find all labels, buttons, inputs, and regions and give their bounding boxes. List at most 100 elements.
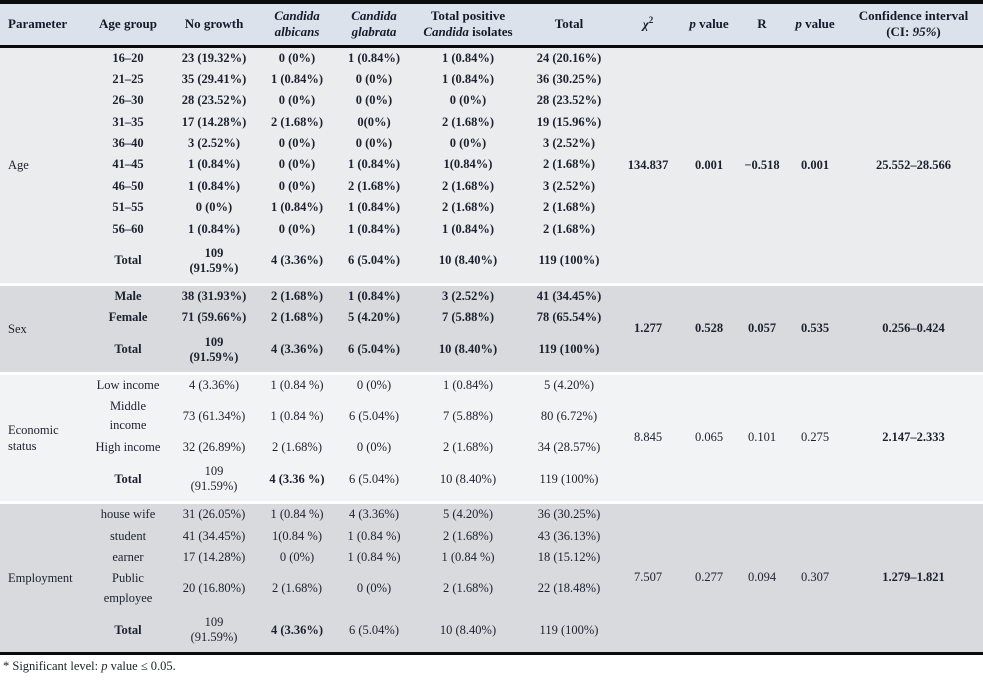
table-row: Sex Male 38 (31.93%) 2 (1.68%) 1 (0.84%) 3 (2… (0, 282, 983, 374)
value-cell: 109 (91.59%) (189, 245, 239, 275)
value-cell: 17 (14.28%) (182, 549, 246, 564)
p-value-1: 0.001 (694, 157, 724, 172)
value-cell: 4 (3.36%) (168, 371, 260, 396)
value-cell: 24 (20.16%) (536, 50, 602, 65)
value-cell: 0 (0%) (355, 93, 393, 108)
row-label: Total (114, 471, 142, 486)
value-cell: 0 (0%) (195, 200, 233, 215)
value-cell: 0 (0%) (278, 178, 316, 193)
value-cell: 6 (5.04%) (349, 408, 399, 423)
value-cell: 1(0.84 %) (272, 528, 322, 543)
value-cell: 5 (4.20%) (414, 501, 522, 526)
p-value-2: 0.001 (800, 157, 830, 172)
row-label: Public employee (103, 571, 153, 605)
value-cell: 2 (1.68%) (542, 157, 596, 172)
p-value-1: 0.277 (680, 501, 738, 654)
value-cell: 1 (0.84%) (270, 200, 324, 215)
value-cell: 109 (91.59%) (190, 464, 238, 494)
r-value: 0.057 (738, 282, 786, 374)
row-label: Total (114, 622, 142, 637)
value-cell: 6 (5.04%) (347, 342, 401, 357)
value-cell: 2 (1.68%) (542, 221, 596, 236)
value-cell: 0 (0%) (279, 549, 315, 564)
value-cell: 6 (5.04%) (349, 471, 399, 486)
r-value: 0.094 (738, 501, 786, 654)
value-cell: 5 (4.20%) (522, 371, 616, 396)
value-cell: 0 (0%) (278, 50, 316, 65)
value-cell: 2 (1.68%) (441, 200, 495, 215)
value-cell: 0 (0%) (278, 136, 316, 150)
value-cell: 0 (0%) (355, 71, 393, 86)
p-value-2: 0.535 (786, 282, 844, 374)
col-header-total-positive: Total positive Candida isolates (414, 2, 522, 48)
confidence-interval: 2.147–2.333 (844, 371, 983, 503)
value-cell: 10 (8.40%) (439, 471, 497, 486)
value-cell: 7 (5.88%) (443, 408, 493, 423)
value-cell: 2 (1.68%) (270, 114, 324, 129)
value-cell: 2 (1.68%) (443, 439, 493, 454)
value-cell: 22 (18.48%) (537, 580, 601, 595)
table-row: Economic status Low income 4 (3.36%) 1 (0.84… (0, 371, 983, 503)
value-cell: 10 (8.40%) (438, 253, 498, 268)
confidence-interval: 1.279–1.821 (844, 501, 983, 654)
value-cell: 2 (1.68%) (270, 310, 324, 325)
col-header-no-growth: No growth (168, 2, 260, 48)
value-cell: 2 (1.68%) (443, 580, 493, 595)
row-label: 56–60 (112, 221, 144, 236)
row-label: earner (112, 549, 144, 564)
chi-square-value: 134.837 (627, 157, 669, 172)
value-cell: 1 (0.84 %) (260, 501, 334, 526)
value-cell: 0 (0%) (355, 136, 393, 150)
col-header-confidence-interval: Confidence interval (CI: 95%) (844, 2, 983, 48)
value-cell: 1 (0.84 %) (347, 549, 401, 564)
value-cell: 2 (1.68%) (260, 282, 334, 308)
parameter-sex: Sex (0, 282, 88, 374)
value-cell: 5 (4.20%) (347, 310, 401, 325)
value-cell: 1 (0.84%) (414, 371, 522, 396)
value-cell: 1 (0.84%) (441, 221, 495, 236)
chi-square-value: 1.277 (616, 282, 680, 374)
value-cell: 80 (6.72%) (540, 408, 598, 423)
value-cell: 28 (23.52%) (181, 93, 247, 108)
col-header-age-group: Age group (88, 2, 168, 48)
value-cell: 0 (0%) (278, 157, 316, 172)
value-cell: 18 (15.12%) (537, 549, 601, 564)
value-cell: 1 (0.84%) (187, 178, 241, 193)
value-cell: 1 (0.84%) (441, 71, 495, 86)
value-cell: 0 (0%) (356, 439, 392, 454)
row-label: Low income (88, 371, 168, 396)
value-cell: 119 (100%) (539, 622, 599, 637)
value-cell: 34 (28.57%) (537, 439, 601, 454)
value-cell: 1 (0.84%) (270, 71, 324, 86)
value-cell: 119 (100%) (538, 342, 600, 357)
value-cell: 1 (0.84%) (347, 200, 401, 215)
row-label: 36–40 (112, 136, 144, 150)
value-cell: 0 (0%) (356, 580, 392, 595)
value-cell: 19 (15.96%) (536, 114, 602, 129)
value-cell: 32 (26.89%) (182, 439, 246, 454)
value-cell: 4 (3.36%) (334, 501, 414, 526)
value-cell: 0 (0%) (278, 221, 316, 236)
table-row: Age 16–20 23 (19.32%) 0 (0%) 1 (0.84%) 1 (0.8… (0, 46, 983, 172)
value-cell: 10 (8.40%) (439, 622, 497, 637)
parameter-economic-status: Economic status (0, 371, 88, 503)
row-label: 16–20 (112, 50, 144, 65)
value-cell: 1 (0.84 %) (260, 371, 334, 396)
p-value-1: 0.065 (680, 371, 738, 503)
value-cell: 4 (3.36%) (270, 622, 324, 637)
value-cell: 2 (1.68%) (542, 200, 596, 215)
value-cell: 78 (65.54%) (536, 310, 602, 325)
value-cell: 1 (0.84%) (187, 157, 241, 172)
value-cell: 4 (3.36%) (270, 342, 324, 357)
table-header: Parameter Age group No growth Candida albica… (0, 2, 983, 48)
results-table: Parameter Age group No growth Candida albica… (0, 0, 983, 655)
confidence-interval: 25.552–28.566 (876, 157, 951, 172)
row-label: Total (114, 253, 142, 268)
value-cell: 73 (61.34%) (182, 408, 246, 423)
value-cell: 1(0.84%) (443, 157, 493, 172)
header-row: Parameter Age group No growth Candida albica… (0, 2, 983, 48)
col-header-candida-albicans: Candida albicans (260, 2, 334, 48)
value-cell: 3 (2.52%) (542, 178, 596, 193)
value-cell: 23 (19.32%) (181, 50, 247, 65)
value-cell: 1 (0.84%) (347, 50, 401, 65)
